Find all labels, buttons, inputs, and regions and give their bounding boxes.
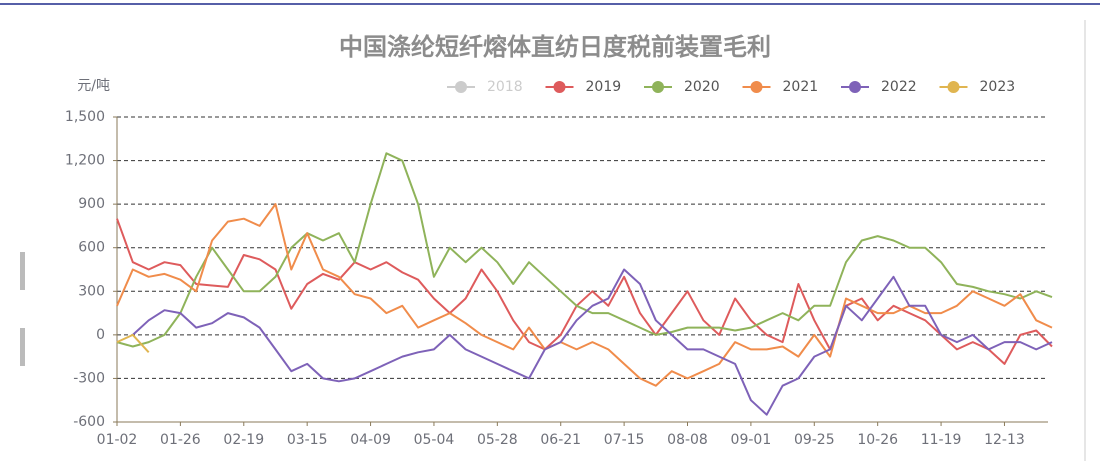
legend-marker — [553, 81, 566, 93]
x-tick-label: 01-02 — [97, 432, 138, 448]
y-axis-label: 元/吨 — [77, 78, 110, 94]
x-tick-label: 11-19 — [921, 432, 962, 448]
x-tick-label: 09-01 — [731, 432, 772, 448]
series-line — [116, 152, 1053, 348]
y-tick-label: 600 — [78, 240, 105, 256]
legend-label[interactable]: 2021 — [783, 79, 819, 95]
scroll-handle — [20, 252, 25, 290]
y-tick-label: 300 — [78, 283, 105, 299]
legend-label[interactable]: 2023 — [980, 79, 1016, 95]
series-line — [132, 268, 1053, 416]
y-tick-label: 1,500 — [65, 109, 105, 125]
y-tick-label: 1,200 — [65, 153, 105, 169]
legend-marker — [455, 81, 467, 93]
legend-label[interactable]: 2018 — [487, 79, 523, 95]
x-tick-label: 02-19 — [223, 432, 264, 448]
series-line — [116, 333, 150, 353]
chart-title: 中国涤纶短纤熔体直纺日度税前装置毛利 — [339, 33, 771, 61]
series-line — [116, 203, 1053, 387]
legend-label[interactable]: 2022 — [881, 79, 917, 95]
x-tick-label: 07-15 — [604, 432, 645, 448]
y-tick-label: 900 — [78, 196, 105, 212]
y-tick-label: 0 — [96, 327, 105, 343]
x-tick-label: 05-04 — [414, 432, 455, 448]
legend-label[interactable]: 2019 — [586, 79, 622, 95]
x-tick-label: 12-13 — [984, 432, 1025, 448]
scroll-handle — [20, 328, 25, 366]
legend-marker — [652, 81, 664, 93]
y-tick-label: -300 — [73, 370, 105, 386]
x-tick-label: 04-09 — [350, 432, 391, 448]
x-tick-label: 08-08 — [667, 432, 708, 448]
x-tick-label: 03-15 — [287, 432, 328, 448]
x-tick-label: 09-25 — [794, 432, 835, 448]
x-tick-label: 10-26 — [857, 432, 898, 448]
legend-marker — [849, 81, 861, 93]
x-tick-label: 05-28 — [477, 432, 518, 448]
legend-marker — [947, 81, 960, 93]
legend-label[interactable]: 2020 — [684, 79, 720, 95]
x-tick-label: 01-26 — [160, 432, 201, 448]
x-tick-label: 06-21 — [540, 432, 581, 448]
legend-marker — [750, 81, 763, 93]
series-line — [116, 218, 1053, 365]
y-tick-label: -600 — [73, 414, 105, 430]
